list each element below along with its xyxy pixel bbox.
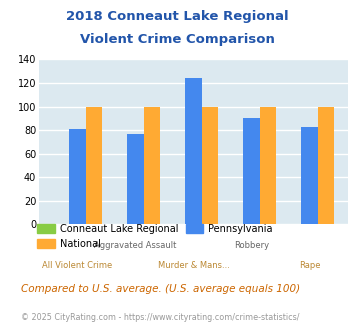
Legend: Conneaut Lake Regional, National, Pennsylvania: Conneaut Lake Regional, National, Pennsy… — [33, 220, 277, 252]
Bar — [86, 107, 102, 224]
Bar — [127, 134, 143, 224]
Bar — [202, 107, 218, 224]
Bar — [318, 107, 334, 224]
Text: Murder & Mans...: Murder & Mans... — [158, 261, 229, 270]
Text: Compared to U.S. average. (U.S. average equals 100): Compared to U.S. average. (U.S. average … — [21, 284, 300, 294]
Text: © 2025 CityRating.com - https://www.cityrating.com/crime-statistics/: © 2025 CityRating.com - https://www.city… — [21, 314, 300, 322]
Text: All Violent Crime: All Violent Crime — [42, 261, 113, 270]
Text: Aggravated Assault: Aggravated Assault — [94, 241, 177, 250]
Bar — [301, 127, 318, 224]
Text: 2018 Conneaut Lake Regional: 2018 Conneaut Lake Regional — [66, 10, 289, 23]
Bar — [185, 78, 202, 224]
Text: Violent Crime Comparison: Violent Crime Comparison — [80, 33, 275, 46]
Bar — [143, 107, 160, 224]
Bar — [260, 107, 276, 224]
Bar — [69, 129, 86, 224]
Bar — [244, 118, 260, 224]
Text: Rape: Rape — [299, 261, 320, 270]
Text: Robbery: Robbery — [234, 241, 269, 250]
